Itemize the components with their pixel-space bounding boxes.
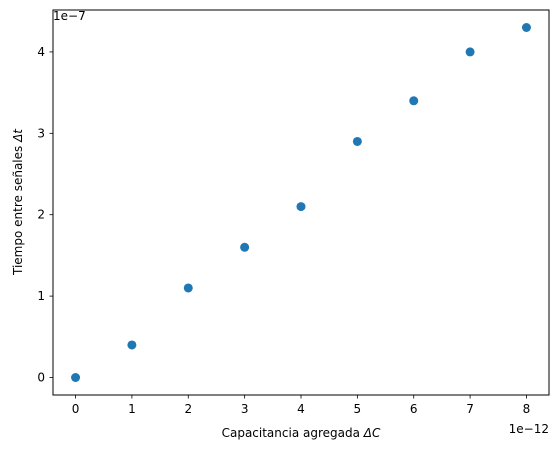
- data-point: [409, 96, 419, 106]
- x-tick-label: 6: [410, 402, 418, 416]
- x-tick-label: 7: [466, 402, 474, 416]
- data-point: [352, 136, 362, 146]
- x-tick-label: 5: [354, 402, 362, 416]
- plot-frame: [52, 9, 550, 396]
- data-point: [296, 202, 306, 212]
- ticks-layer: 0 1 2 3 4 5 6 7 8 0 1 2 3 4: [37, 45, 530, 416]
- data-point: [465, 47, 475, 57]
- y-tick-label: 1: [37, 289, 45, 303]
- x-tick-label: 8: [523, 402, 531, 416]
- data-point: [127, 340, 137, 350]
- data-point: [521, 23, 531, 32]
- y-tick-label: 0: [37, 371, 45, 385]
- y-tick-label: 4: [37, 45, 45, 59]
- x-axis-label: Capacitancia agregada ΔC: [222, 426, 381, 440]
- y-tick-label: 2: [37, 208, 45, 222]
- x-tick-label: 4: [297, 402, 305, 416]
- data-point: [71, 373, 81, 382]
- x-offset-label: 1e−12: [509, 422, 549, 436]
- x-axis-label-symbol: ΔC: [363, 426, 381, 440]
- x-tick-label: 3: [241, 402, 249, 416]
- x-tick-label: 0: [72, 402, 80, 416]
- x-tick-label: 2: [184, 402, 192, 416]
- y-axis-label: Tiempo entre señales Δt: [11, 128, 25, 276]
- x-axis-label-text: Capacitancia agregada: [222, 426, 360, 440]
- data-point: [240, 242, 250, 252]
- y-axis-label-text: Tiempo entre señales: [11, 146, 25, 276]
- data-points: [71, 23, 531, 382]
- y-offset-label: 1e−7: [53, 9, 86, 23]
- x-tick-label: 1: [128, 402, 136, 416]
- y-tick-label: 3: [37, 126, 45, 140]
- data-point: [183, 283, 193, 293]
- y-axis-label-symbol: Δt: [11, 128, 25, 143]
